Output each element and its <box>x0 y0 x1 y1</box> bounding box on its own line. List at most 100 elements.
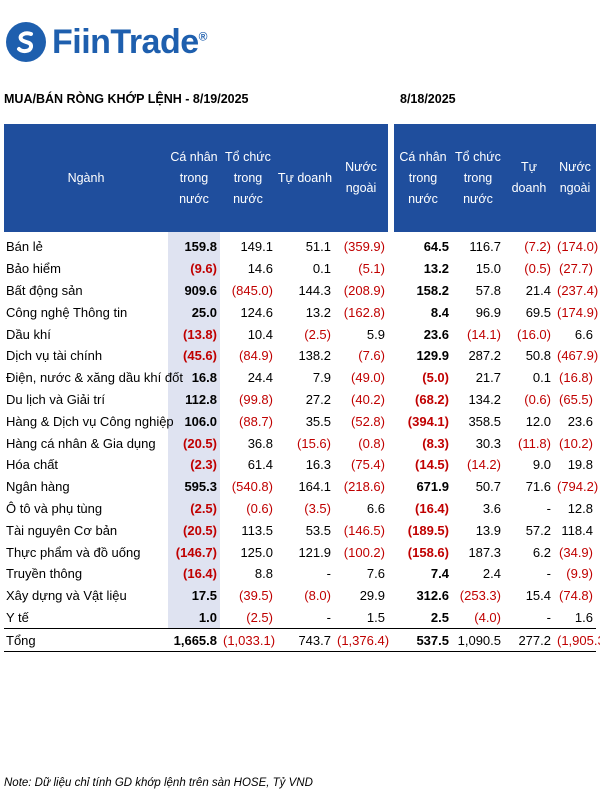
institution-value-day1: 10.4 <box>247 326 273 342</box>
individual-value-day2: 537.5 <box>394 628 452 653</box>
individual-value-day2: 129.9 <box>416 348 449 364</box>
institution-value-day1: 125.0 <box>240 544 273 560</box>
fiintrade-logo-text: FiinTrade® <box>52 22 208 61</box>
proprietary-value-day2: 9.0 <box>532 457 551 473</box>
sector-name: Bán lẻ <box>6 239 43 255</box>
sector-name: Xây dựng và Vật liệu <box>6 588 127 604</box>
table-row: Truyền thông (16.4) 8.8-7.6 7.4 2.4- (9.9) <box>4 562 596 585</box>
column-separator <box>388 541 394 563</box>
individual-value-day1: (13.8) <box>168 323 220 345</box>
proprietary-value-day1: - <box>326 566 331 582</box>
header-proprietary-2: Tự doanh <box>504 124 554 232</box>
foreign-value-day1: 1.5 <box>366 609 385 625</box>
foreign-value-day2: 118.4 <box>561 522 593 538</box>
proprietary-value-day1: 53.5 <box>305 522 331 538</box>
header-sector: Ngành <box>4 124 168 232</box>
foreign-value-day1: (218.6) <box>343 479 385 495</box>
foreign-value-day2: 1.6 <box>574 609 593 625</box>
foreign-value-day2: 12.8 <box>567 500 593 516</box>
proprietary-value-day1: (3.5) <box>304 500 331 516</box>
institution-value-day1: 14.6 <box>247 261 273 277</box>
institution-value-day2: 287.2 <box>468 348 501 364</box>
institution-value-day1: 149.1 <box>240 239 273 255</box>
institution-value-day1: (0.6) <box>246 500 273 516</box>
proprietary-value-day2: 0.1 <box>532 370 551 386</box>
individual-value-day2: 64.5 <box>423 239 449 255</box>
individual-value-day2: (189.5) <box>407 522 449 538</box>
individual-value-day1: (2.3) <box>168 453 220 476</box>
individual-value-day2: (5.0) <box>422 370 449 386</box>
title-right: 8/18/2025 <box>400 92 456 106</box>
proprietary-value-day2: - <box>546 609 551 625</box>
foreign-value-day2: 19.8 <box>567 457 593 473</box>
proprietary-value-day2: 50.8 <box>525 348 551 364</box>
proprietary-value-day1: (2.5) <box>304 326 331 342</box>
column-separator <box>388 323 394 345</box>
foreign-value-day2: (1,905.3) <box>554 628 600 653</box>
header-individual-2: Cá nhân trong nước <box>394 124 452 232</box>
institution-value-day2: 187.3 <box>468 544 501 560</box>
foreign-value-day1: (75.4) <box>351 457 385 473</box>
individual-value-day2: (158.6) <box>407 544 449 560</box>
individual-value-day2: (8.3) <box>422 435 449 451</box>
column-separator <box>388 628 394 653</box>
header-foreign-2: Nước ngoài <box>554 124 596 232</box>
institution-value-day1: 61.4 <box>247 457 273 473</box>
column-separator <box>388 584 394 607</box>
institution-value-day1: (84.9) <box>239 348 273 364</box>
column-separator <box>388 232 394 258</box>
column-separator <box>388 606 394 629</box>
institution-value-day1: (1,033.1) <box>220 628 276 653</box>
individual-value-day1: 16.8 <box>168 366 220 389</box>
column-separator <box>388 410 394 433</box>
proprietary-value-day2: (16.0) <box>517 326 551 342</box>
sector-name: Hàng & Dịch vụ Công nghiệp <box>6 413 174 429</box>
individual-value-day2: (16.4) <box>415 500 449 516</box>
sector-name: Hóa chất <box>6 457 59 473</box>
table-row: Công nghệ Thông tin 25.0 124.6 13.2 (162.8) 8… <box>4 301 598 324</box>
foreign-value-day2: 23.6 <box>567 413 593 429</box>
column-separator <box>388 562 394 585</box>
individual-value-day1: 106.0 <box>168 410 220 433</box>
individual-value-day1: (9.6) <box>168 257 220 280</box>
individual-value-day1: 909.6 <box>168 279 220 302</box>
column-separator <box>388 497 394 520</box>
sector-name: Du lịch và Giải trí <box>6 391 105 407</box>
institution-value-day1: (39.5) <box>239 588 273 604</box>
individual-value-day1: 595.3 <box>168 475 220 498</box>
table-row: Điện, nước & xăng dầu khí đốt 16.8 24.4 7.9… <box>4 366 596 389</box>
individual-value-day1: (20.5) <box>168 519 220 542</box>
institution-value-day1: (99.8) <box>239 391 273 407</box>
proprietary-value-day2: (7.2) <box>524 239 551 255</box>
institution-value-day2: 358.5 <box>468 413 501 429</box>
column-separator <box>388 124 394 232</box>
table-row: Hóa chất (2.3) 61.4 16.3 (75.4) (14.5) (14.2) 9… <box>4 453 596 476</box>
foreign-value-day2: (237.4) <box>557 282 599 298</box>
proprietary-value-day1: 164.1 <box>298 479 331 495</box>
foreign-value-day1: (359.9) <box>343 239 385 255</box>
foreign-value-day1: 6.6 <box>366 500 385 516</box>
foreign-value-day1: 7.6 <box>366 566 385 582</box>
institution-value-day2: (14.1) <box>467 326 501 342</box>
sector-name: Tài nguyên Cơ bản <box>6 522 118 538</box>
institution-value-day1: 36.8 <box>247 435 273 451</box>
individual-value-day2: 158.2 <box>416 282 449 298</box>
individual-value-day2: (68.2) <box>415 391 449 407</box>
proprietary-value-day1: 35.5 <box>305 413 331 429</box>
foreign-value-day2: (74.8) <box>559 588 593 604</box>
individual-value-day2: 312.6 <box>416 588 449 604</box>
foreign-value-day1: (1,376.4) <box>334 628 389 653</box>
foreign-value-day2: (65.5) <box>559 391 593 407</box>
proprietary-value-day2: 277.2 <box>504 628 554 653</box>
proprietary-value-day2: 21.4 <box>525 282 551 298</box>
proprietary-value-day2: 71.6 <box>525 479 551 495</box>
foreign-value-day2: (9.9) <box>566 566 593 582</box>
institution-value-day2: 13.9 <box>475 522 501 538</box>
sector-name: Công nghệ Thông tin <box>6 304 128 320</box>
proprietary-value-day2: 57.2 <box>525 522 551 538</box>
institution-value-day1: 24.4 <box>247 370 273 386</box>
footnote: Note: Dữ liệu chỉ tính GD khớp lệnh trên… <box>4 777 313 789</box>
proprietary-value-day2: 69.5 <box>525 304 551 320</box>
individual-value-day1: 159.8 <box>168 232 220 258</box>
column-separator <box>388 301 394 324</box>
